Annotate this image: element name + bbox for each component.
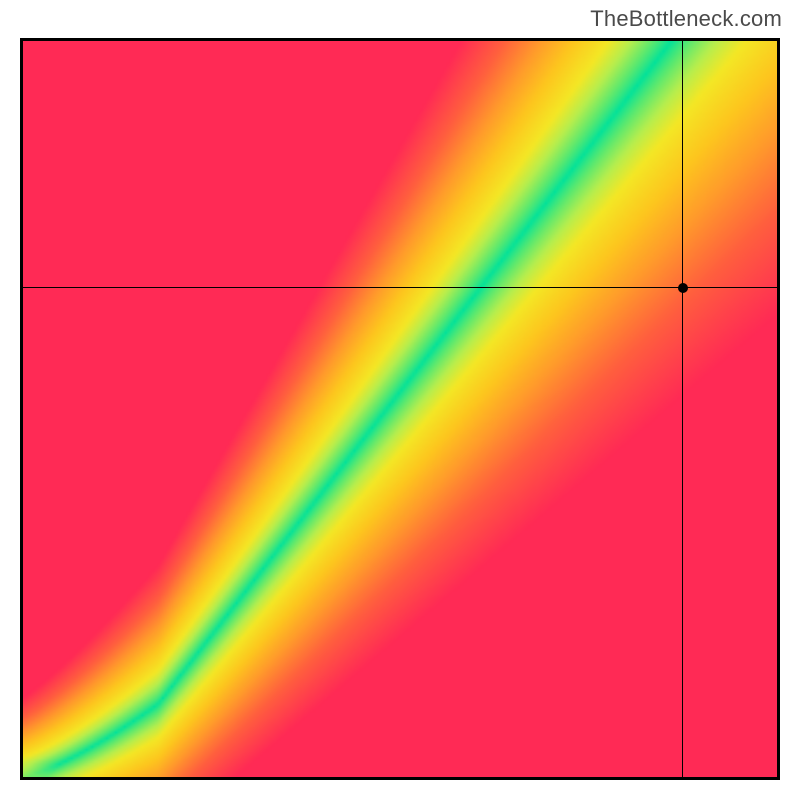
watermark-text: TheBottleneck.com: [590, 6, 782, 32]
crosshair-vertical: [682, 41, 683, 777]
heatmap-frame: [20, 38, 780, 780]
crosshair-dot: [678, 283, 688, 293]
crosshair-horizontal: [23, 287, 777, 288]
heatmap-canvas: [23, 41, 777, 777]
